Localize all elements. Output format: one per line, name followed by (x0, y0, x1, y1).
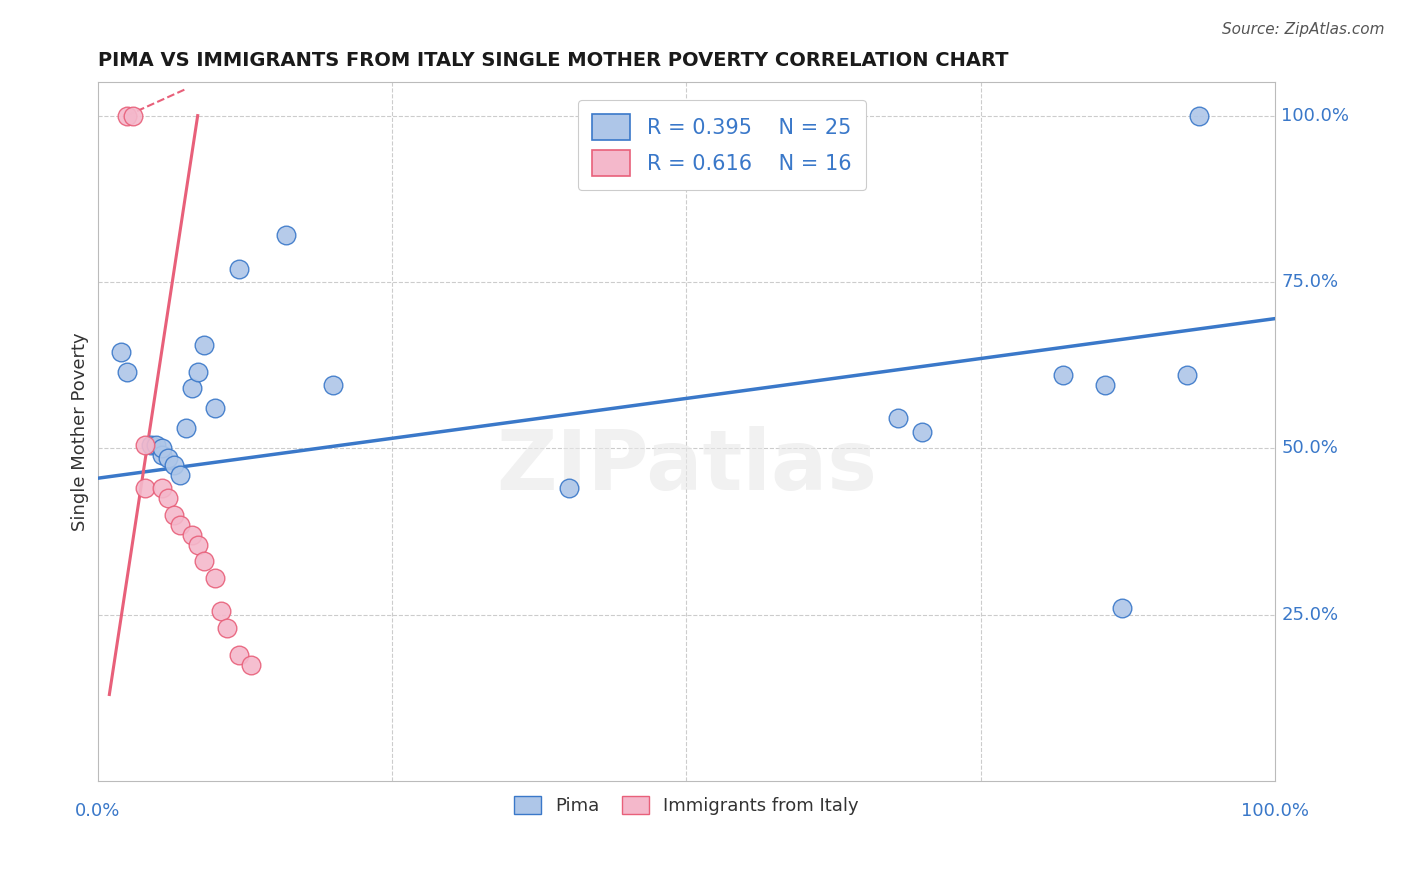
Text: 100.0%: 100.0% (1281, 107, 1350, 125)
Point (228, 648, 250, 662)
Text: ZIPatlas: ZIPatlas (496, 426, 877, 508)
Point (1094, 378, 1116, 392)
Text: 100.0%: 100.0% (1241, 802, 1309, 820)
Point (150, 481, 173, 495)
Text: Source: ZipAtlas.com: Source: ZipAtlas.com (1222, 22, 1385, 37)
Point (1188, 109, 1211, 123)
Point (557, 481, 579, 495)
Point (228, 261, 250, 276)
Point (887, 411, 910, 425)
Point (110, 344, 132, 359)
Point (187, 538, 209, 552)
Point (150, 448, 173, 462)
Point (157, 451, 180, 466)
Point (204, 401, 226, 416)
Point (169, 517, 191, 532)
Point (122, 109, 145, 123)
Point (1111, 601, 1133, 615)
Point (1175, 368, 1198, 383)
Point (134, 481, 156, 495)
Point (187, 365, 209, 379)
Point (115, 109, 138, 123)
Point (239, 657, 262, 672)
Text: 0.0%: 0.0% (75, 802, 121, 820)
Point (180, 528, 202, 542)
Text: 75.0%: 75.0% (1281, 273, 1339, 291)
Point (163, 458, 186, 472)
Point (150, 442, 173, 456)
Y-axis label: Single Mother Poverty: Single Mother Poverty (72, 333, 89, 531)
Point (274, 228, 297, 243)
Text: 25.0%: 25.0% (1281, 606, 1339, 624)
Point (174, 421, 197, 435)
Point (139, 438, 162, 452)
Text: 50.0%: 50.0% (1281, 439, 1339, 458)
Point (157, 491, 180, 506)
Point (134, 438, 156, 452)
Legend: Pima, Immigrants from Italy: Pima, Immigrants from Italy (505, 787, 868, 824)
Point (911, 425, 934, 439)
Point (145, 438, 167, 452)
Point (322, 378, 344, 392)
Point (217, 621, 239, 635)
Point (193, 554, 215, 568)
Point (180, 381, 202, 395)
Point (204, 571, 226, 585)
Point (163, 508, 186, 522)
Point (169, 467, 191, 482)
Point (1052, 368, 1074, 383)
Point (209, 604, 232, 618)
Point (115, 365, 138, 379)
Text: PIMA VS IMMIGRANTS FROM ITALY SINGLE MOTHER POVERTY CORRELATION CHART: PIMA VS IMMIGRANTS FROM ITALY SINGLE MOT… (97, 51, 1008, 70)
Point (193, 338, 215, 352)
